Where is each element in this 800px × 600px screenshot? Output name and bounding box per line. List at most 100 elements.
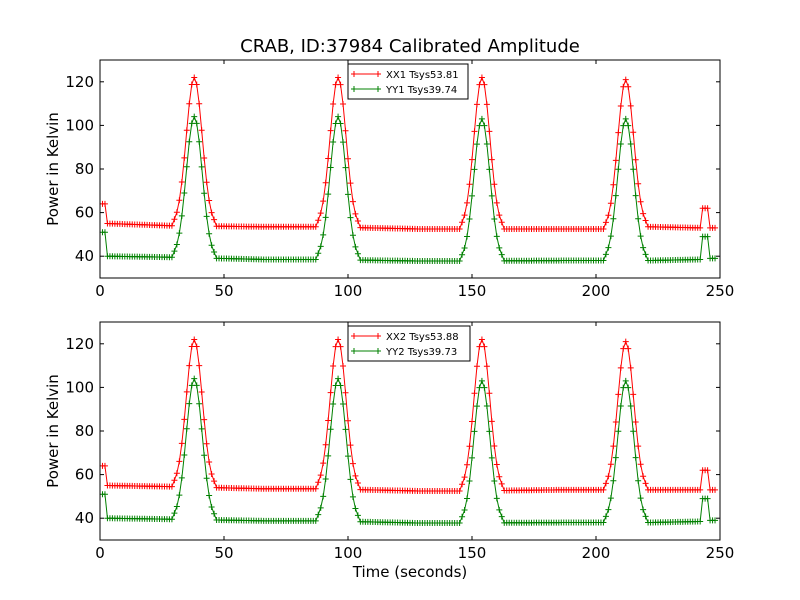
- data-point: [186, 100, 193, 107]
- data-point: [317, 210, 324, 217]
- data-point: [612, 418, 619, 425]
- data-point: [320, 198, 327, 205]
- series-markers-xx2: [99, 336, 719, 494]
- data-point: [335, 74, 342, 81]
- data-point: [327, 127, 334, 134]
- data-point: [600, 225, 607, 232]
- data-point: [491, 477, 498, 484]
- y-tick-label: 80: [75, 160, 94, 178]
- data-point: [352, 243, 359, 250]
- data-point: [640, 473, 647, 480]
- data-point: [327, 389, 334, 396]
- data-point: [605, 473, 612, 480]
- data-point: [630, 428, 637, 435]
- data-point: [201, 190, 208, 197]
- y-tick-label: 120: [65, 335, 94, 353]
- data-point: [615, 166, 622, 173]
- data-point: [602, 513, 609, 520]
- data-point: [201, 155, 208, 162]
- data-point: [322, 179, 329, 186]
- data-point: [173, 503, 180, 510]
- data-point: [208, 471, 215, 478]
- x-tick-label: 100: [334, 544, 363, 562]
- data-point: [342, 164, 349, 171]
- data-point: [196, 138, 203, 145]
- legend-entry-label: YY1 Tsys39.74: [385, 85, 457, 96]
- data-point: [317, 504, 324, 511]
- data-point: [704, 495, 711, 502]
- data-point: [345, 417, 351, 424]
- data-point: [203, 440, 210, 447]
- legend-swatch-marker: [375, 348, 381, 354]
- data-point: [176, 492, 183, 499]
- data-point: [312, 517, 319, 524]
- data-point: [315, 250, 322, 257]
- data-point: [196, 362, 203, 369]
- data-point: [337, 120, 344, 127]
- data-point: [617, 403, 624, 410]
- x-tick-label: 200: [582, 544, 611, 562]
- data-point: [201, 416, 208, 423]
- data-point: [607, 233, 614, 240]
- legend-entry-label: XX1 Tsys53.81: [386, 70, 459, 81]
- data-point: [325, 417, 332, 424]
- data-point: [456, 225, 463, 232]
- data-point: [615, 391, 622, 398]
- series-markers-yy1: [99, 113, 719, 264]
- data-point: [176, 230, 183, 237]
- data-point: [171, 477, 178, 484]
- data-point: [464, 199, 471, 206]
- data-point: [345, 155, 351, 162]
- data-point: [612, 454, 619, 461]
- data-point: [491, 215, 498, 222]
- data-point: [342, 127, 349, 134]
- data-point: [325, 191, 332, 198]
- data-point: [342, 426, 349, 433]
- data-point: [320, 231, 327, 238]
- data-point: [171, 248, 178, 255]
- data-point: [211, 510, 218, 517]
- x-tick-label: 50: [214, 282, 233, 300]
- data-point: [630, 166, 637, 173]
- data-point: [203, 179, 210, 186]
- data-point: [486, 428, 493, 435]
- data-point: [211, 249, 218, 256]
- data-point: [345, 453, 351, 460]
- data-point: [642, 251, 649, 258]
- data-point: [612, 157, 619, 164]
- data-point: [640, 210, 647, 217]
- data-point: [637, 233, 644, 240]
- data-point: [637, 461, 644, 468]
- data-point: [464, 461, 471, 468]
- data-point: [181, 154, 188, 161]
- data-point: [610, 477, 617, 484]
- data-point: [193, 81, 200, 88]
- data-point: [208, 242, 215, 249]
- data-point: [347, 442, 354, 449]
- data-point: [493, 233, 500, 240]
- data-point: [483, 363, 490, 370]
- data-point: [625, 122, 632, 129]
- x-tick-label: 150: [458, 544, 487, 562]
- data-point: [471, 128, 478, 135]
- data-point: [349, 232, 356, 239]
- legend-swatch-marker: [351, 86, 357, 92]
- data-point: [178, 440, 185, 447]
- data-point: [464, 495, 471, 502]
- data-point: [337, 382, 344, 389]
- data-point: [617, 141, 624, 148]
- data-point: [337, 343, 344, 350]
- data-point: [607, 461, 614, 468]
- data-point: [486, 166, 493, 173]
- data-point: [183, 388, 190, 395]
- data-point: [198, 127, 205, 134]
- data-point: [176, 197, 183, 204]
- data-point: [637, 198, 644, 205]
- data-point: [697, 518, 704, 525]
- data-point: [317, 243, 324, 250]
- data-point: [320, 493, 327, 500]
- data-point: [354, 218, 361, 225]
- data-point: [208, 504, 215, 511]
- data-point: [625, 384, 632, 391]
- data-point: [173, 470, 180, 477]
